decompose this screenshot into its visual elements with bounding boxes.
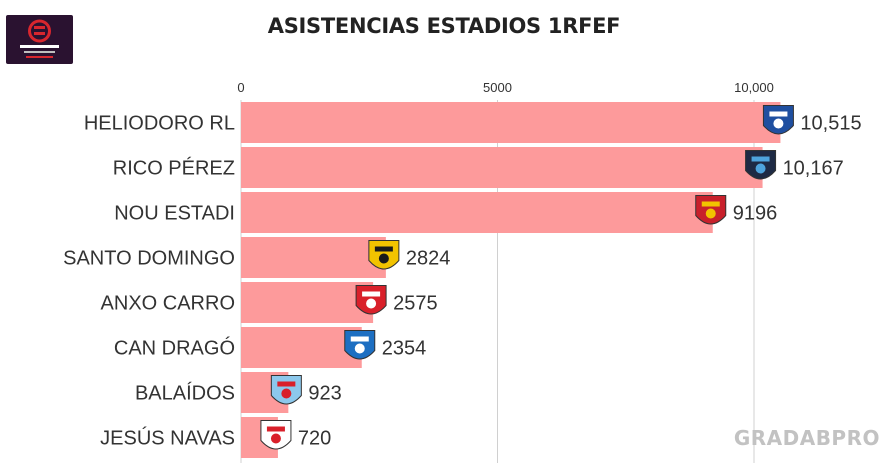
value-label: 720 bbox=[298, 428, 331, 450]
bar bbox=[241, 192, 713, 233]
alcorcon-badge-icon bbox=[368, 240, 400, 270]
sevilla-atletico-badge-icon bbox=[260, 420, 292, 450]
value-label: 9196 bbox=[733, 203, 778, 225]
bars bbox=[241, 102, 781, 458]
gimnastic-badge-icon bbox=[695, 195, 727, 225]
x-tick-label: 0 bbox=[237, 80, 244, 95]
category-label: BALAÍDOS bbox=[135, 382, 235, 405]
value-label: 2824 bbox=[406, 248, 451, 270]
bar bbox=[241, 237, 386, 278]
primera-federacion-logo bbox=[6, 15, 73, 64]
sabadell-badge-icon bbox=[344, 330, 376, 360]
value-label: 2354 bbox=[382, 338, 427, 360]
value-label: 10,167 bbox=[783, 158, 844, 180]
bar bbox=[241, 327, 362, 368]
x-tick-label: 10,000 bbox=[734, 80, 774, 95]
bar bbox=[241, 282, 374, 323]
category-label: SANTO DOMINGO bbox=[63, 248, 235, 270]
category-label: NOU ESTADI bbox=[114, 203, 235, 225]
category-labels: HELIODORO RL RICO PÉREZ NOU ESTADI SANTO DO… bbox=[63, 113, 235, 450]
team-badges bbox=[260, 105, 794, 450]
category-label: HELIODORO RL bbox=[84, 113, 235, 135]
bar bbox=[241, 102, 781, 143]
category-label: RICO PÉREZ bbox=[113, 157, 235, 180]
x-tick-label: 5000 bbox=[483, 80, 512, 95]
league-logo-icon bbox=[20, 19, 59, 58]
value-label: 10,515 bbox=[800, 113, 861, 135]
x-axis-ticks: 0 5000 10,000 bbox=[237, 80, 774, 95]
category-label: ANXO CARRO bbox=[101, 293, 235, 315]
category-label: JESÚS NAVAS bbox=[100, 427, 235, 450]
value-label: 2575 bbox=[393, 293, 438, 315]
value-label: 923 bbox=[308, 383, 341, 405]
bar bbox=[241, 147, 763, 188]
chart-title: ASISTENCIAS ESTADIOS 1RFEF bbox=[267, 14, 621, 38]
hercules-badge-icon bbox=[745, 150, 777, 180]
lugo-badge-icon bbox=[355, 285, 387, 315]
watermark: GRADABPRO bbox=[733, 426, 880, 450]
celta-b-badge-icon bbox=[270, 375, 302, 405]
tenerife-badge-icon bbox=[762, 105, 794, 135]
value-labels: 10,515 10,167 9196 2824 2575 2354 923 720 bbox=[298, 113, 862, 450]
category-label: CAN DRAGÓ bbox=[114, 337, 235, 360]
